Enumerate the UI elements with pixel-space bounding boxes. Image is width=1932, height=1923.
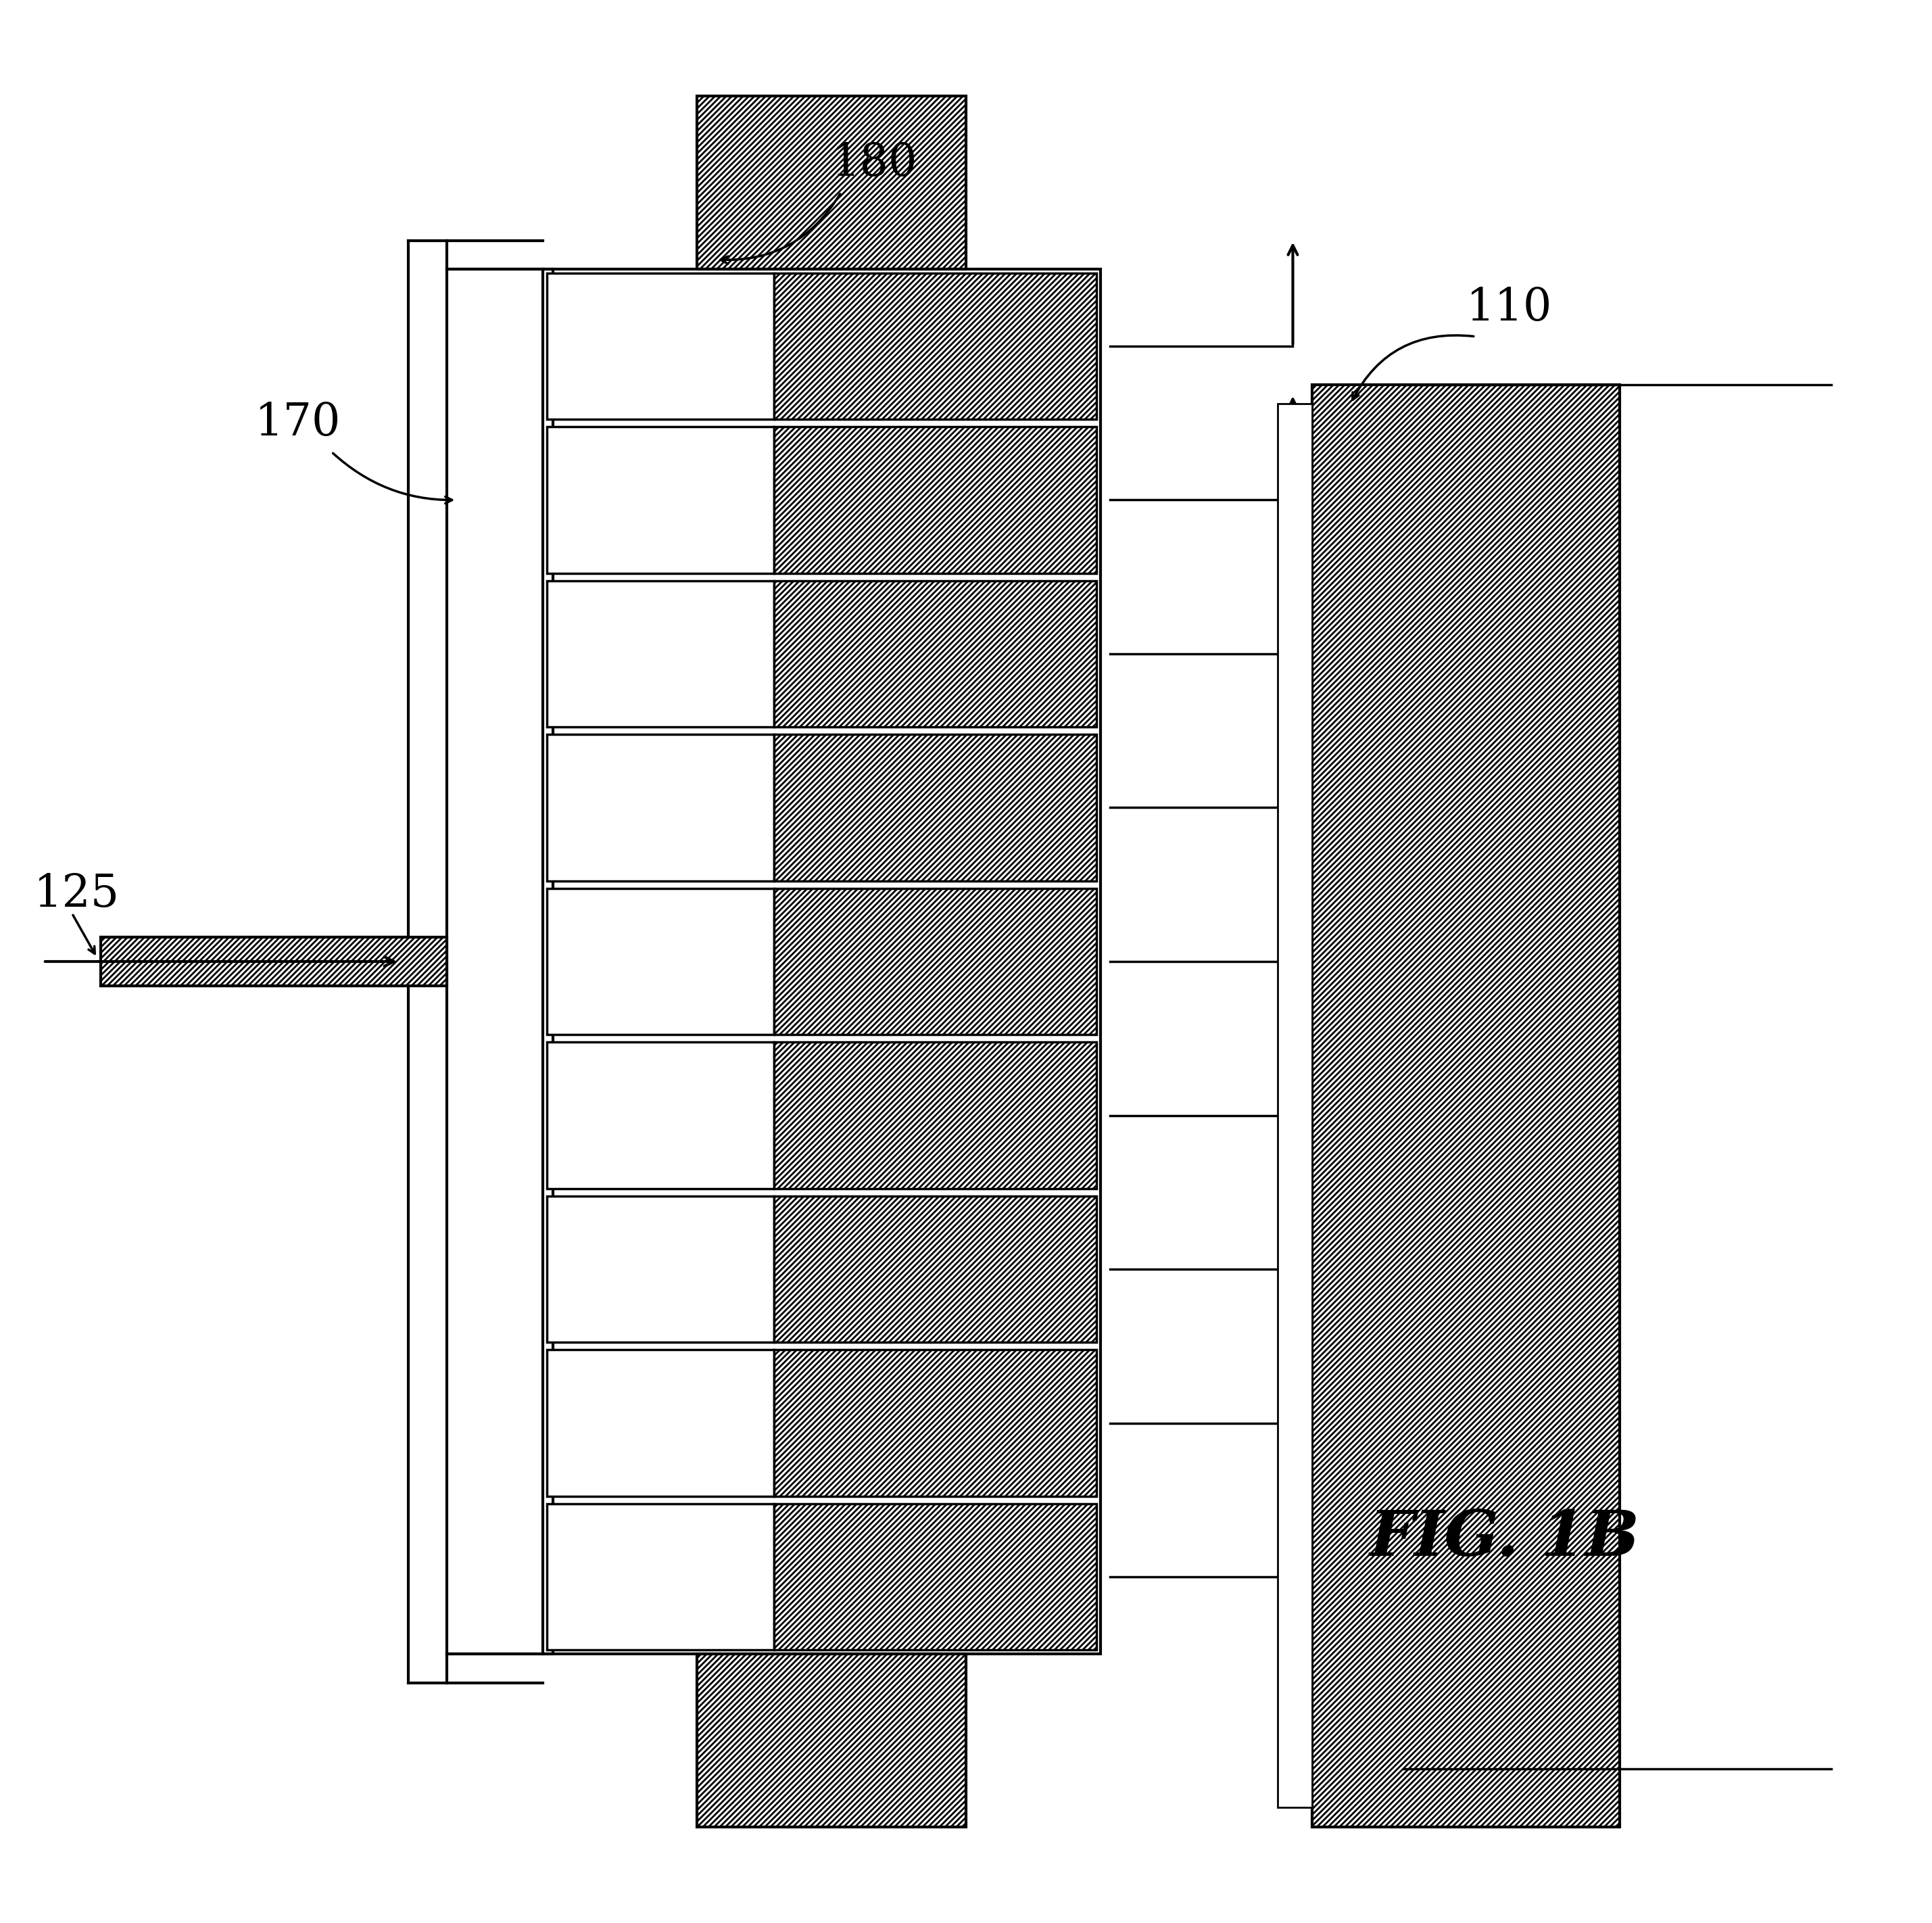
Bar — [547, 888, 773, 1035]
Bar — [446, 269, 553, 1654]
Bar — [773, 735, 1097, 881]
Text: 110: 110 — [1466, 287, 1551, 329]
Text: 125: 125 — [33, 873, 120, 915]
Bar — [773, 888, 1097, 1035]
Bar — [547, 581, 773, 727]
Bar — [773, 1350, 1097, 1496]
Bar — [547, 1504, 773, 1650]
Text: 180: 180 — [831, 142, 918, 185]
Text: FIG. 1B: FIG. 1B — [1370, 1508, 1640, 1569]
Text: 170: 170 — [255, 402, 340, 444]
Bar — [547, 1350, 773, 1496]
Bar — [1312, 385, 1619, 1827]
Bar — [697, 96, 966, 269]
Bar — [547, 1042, 773, 1188]
Bar — [773, 581, 1097, 727]
Bar — [773, 427, 1097, 573]
Bar — [697, 1654, 966, 1827]
Bar — [1277, 404, 1312, 1808]
Bar — [543, 269, 1101, 1654]
Bar — [547, 273, 773, 419]
Bar — [100, 938, 446, 985]
Bar — [547, 427, 773, 573]
Bar — [547, 735, 773, 881]
Bar — [547, 1196, 773, 1342]
Bar — [773, 1042, 1097, 1188]
Bar — [773, 1196, 1097, 1342]
Bar — [773, 273, 1097, 419]
Bar — [773, 1504, 1097, 1650]
